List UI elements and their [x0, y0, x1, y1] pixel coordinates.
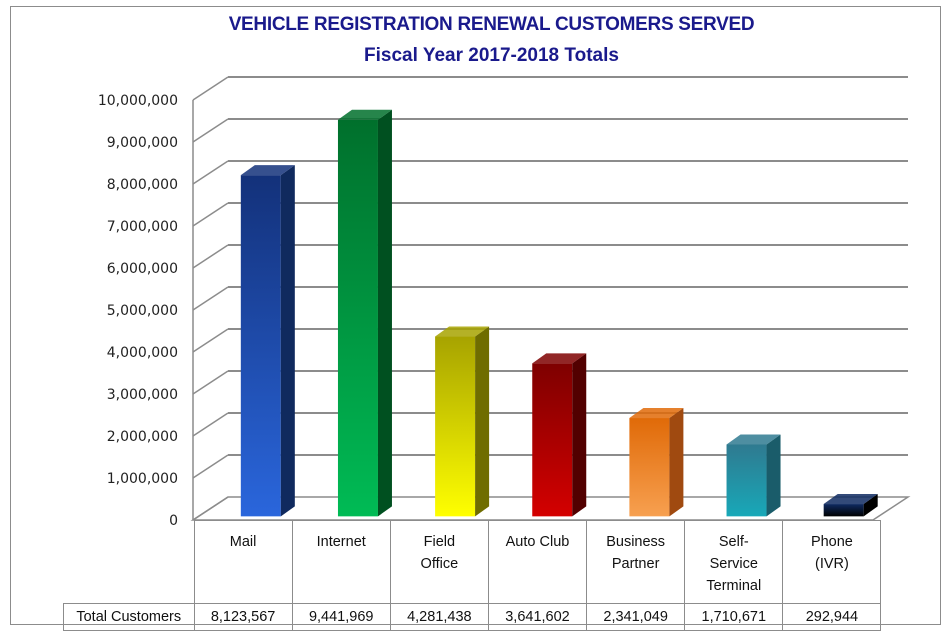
- category-label: Auto Club: [487, 520, 588, 604]
- value-cell: 292,944: [782, 603, 882, 631]
- category-label-line: Office: [420, 556, 459, 572]
- y-tick-label: 1,000,000: [107, 471, 178, 487]
- bar-side: [863, 494, 878, 517]
- bar-top: [726, 434, 781, 445]
- y-tick-label: 6,000,000: [107, 261, 178, 277]
- y-tick-label: 4,000,000: [107, 345, 178, 361]
- bar-side: [377, 109, 392, 517]
- gridline-diagonal: [192, 370, 229, 395]
- gridline-diagonal: [192, 160, 229, 185]
- gridline-diagonal: [192, 118, 229, 143]
- bar-top: [532, 353, 587, 364]
- y-tick-label: 5,000,000: [107, 303, 178, 319]
- bar-mail: [240, 165, 295, 517]
- value-cell: 4,281,438: [389, 603, 489, 631]
- category-label-line: Field: [423, 534, 456, 550]
- y-tick-label: 8,000,000: [107, 177, 178, 193]
- category-label-line: Self-: [718, 534, 749, 550]
- value-cell: 8,123,567: [193, 603, 293, 631]
- bar-side: [572, 353, 587, 517]
- bar-front: [532, 363, 573, 517]
- category-label-line: (IVR): [814, 556, 849, 572]
- category-label: Mail: [193, 520, 293, 604]
- bar-front: [435, 336, 476, 517]
- bar-phone-ivr-: [823, 494, 878, 517]
- gridline-diagonal: [192, 202, 229, 227]
- bar-front: [240, 175, 281, 517]
- chart-title: VEHICLE REGISTRATION RENEWAL CUSTOMERS S…: [228, 14, 755, 35]
- bar-side: [280, 165, 295, 517]
- category-label-line: Partner: [611, 556, 660, 572]
- bar-top: [240, 165, 295, 176]
- value-row: Total Customers 8,123,567 9,441,969 4,281,…: [63, 603, 882, 631]
- y-tick-label: 10,000,000: [98, 93, 178, 109]
- gridline-diagonal: [192, 328, 229, 353]
- category-label-line: Terminal: [706, 578, 762, 594]
- bar-top: [435, 326, 490, 337]
- bar-self-service-terminal: [726, 434, 781, 517]
- bar-front: [629, 418, 670, 517]
- category-label-line: Auto Club: [505, 534, 570, 550]
- gridline-diagonal: [192, 454, 229, 479]
- bar-business-partner: [629, 408, 684, 517]
- bar-auto-club: [532, 353, 587, 517]
- table-corner: [63, 520, 195, 604]
- category-label-line: Phone: [810, 534, 853, 550]
- category-label: Internet: [291, 520, 391, 604]
- row-label: Total Customers: [63, 603, 195, 631]
- gridline-diagonal: [192, 244, 229, 269]
- category-row: Mail Internet Field Office Auto Club Business…: [63, 520, 882, 604]
- value-cell: 2,341,049: [586, 603, 686, 631]
- bars: [240, 109, 878, 517]
- bar-side: [766, 434, 781, 517]
- y-tick-label: 2,000,000: [107, 429, 178, 445]
- category-label-line: Mail: [229, 534, 257, 550]
- gridline-diagonal: [192, 412, 229, 437]
- bar-top: [337, 109, 392, 120]
- y-tick-label: 7,000,000: [107, 219, 178, 235]
- category-label: Self- Service Terminal: [684, 520, 784, 604]
- bar-side: [475, 326, 490, 517]
- category-label: Phone (IVR): [782, 520, 882, 604]
- category-label: Business Partner: [586, 520, 686, 604]
- bar-field-office: [435, 326, 490, 517]
- bar-front: [337, 119, 378, 517]
- category-label-line: Business: [606, 534, 666, 550]
- value-cell: 3,641,602: [487, 603, 588, 631]
- gridline-diagonal: [192, 286, 229, 311]
- y-axis: 01,000,0002,000,0003,000,0004,000,0005,0…: [98, 93, 178, 529]
- chart-subtitle: Fiscal Year 2017-2018 Totals: [364, 45, 619, 66]
- category-label-line: Internet: [316, 534, 366, 550]
- bar-front: [726, 444, 767, 517]
- y-tick-label: 9,000,000: [107, 135, 178, 151]
- bar-internet: [337, 109, 392, 517]
- data-table: Mail Internet Field Office Auto Club Business…: [63, 520, 882, 631]
- bar-top: [629, 408, 684, 419]
- y-tick-label: 3,000,000: [107, 387, 178, 403]
- value-cell: 9,441,969: [291, 603, 391, 631]
- bar-front: [823, 504, 864, 517]
- bar-side: [669, 408, 684, 517]
- category-label: Field Office: [389, 520, 489, 604]
- gridline-diagonal: [192, 76, 229, 101]
- value-cell: 1,710,671: [684, 603, 784, 631]
- bar-top: [823, 494, 878, 505]
- category-label-line: Service: [709, 556, 758, 572]
